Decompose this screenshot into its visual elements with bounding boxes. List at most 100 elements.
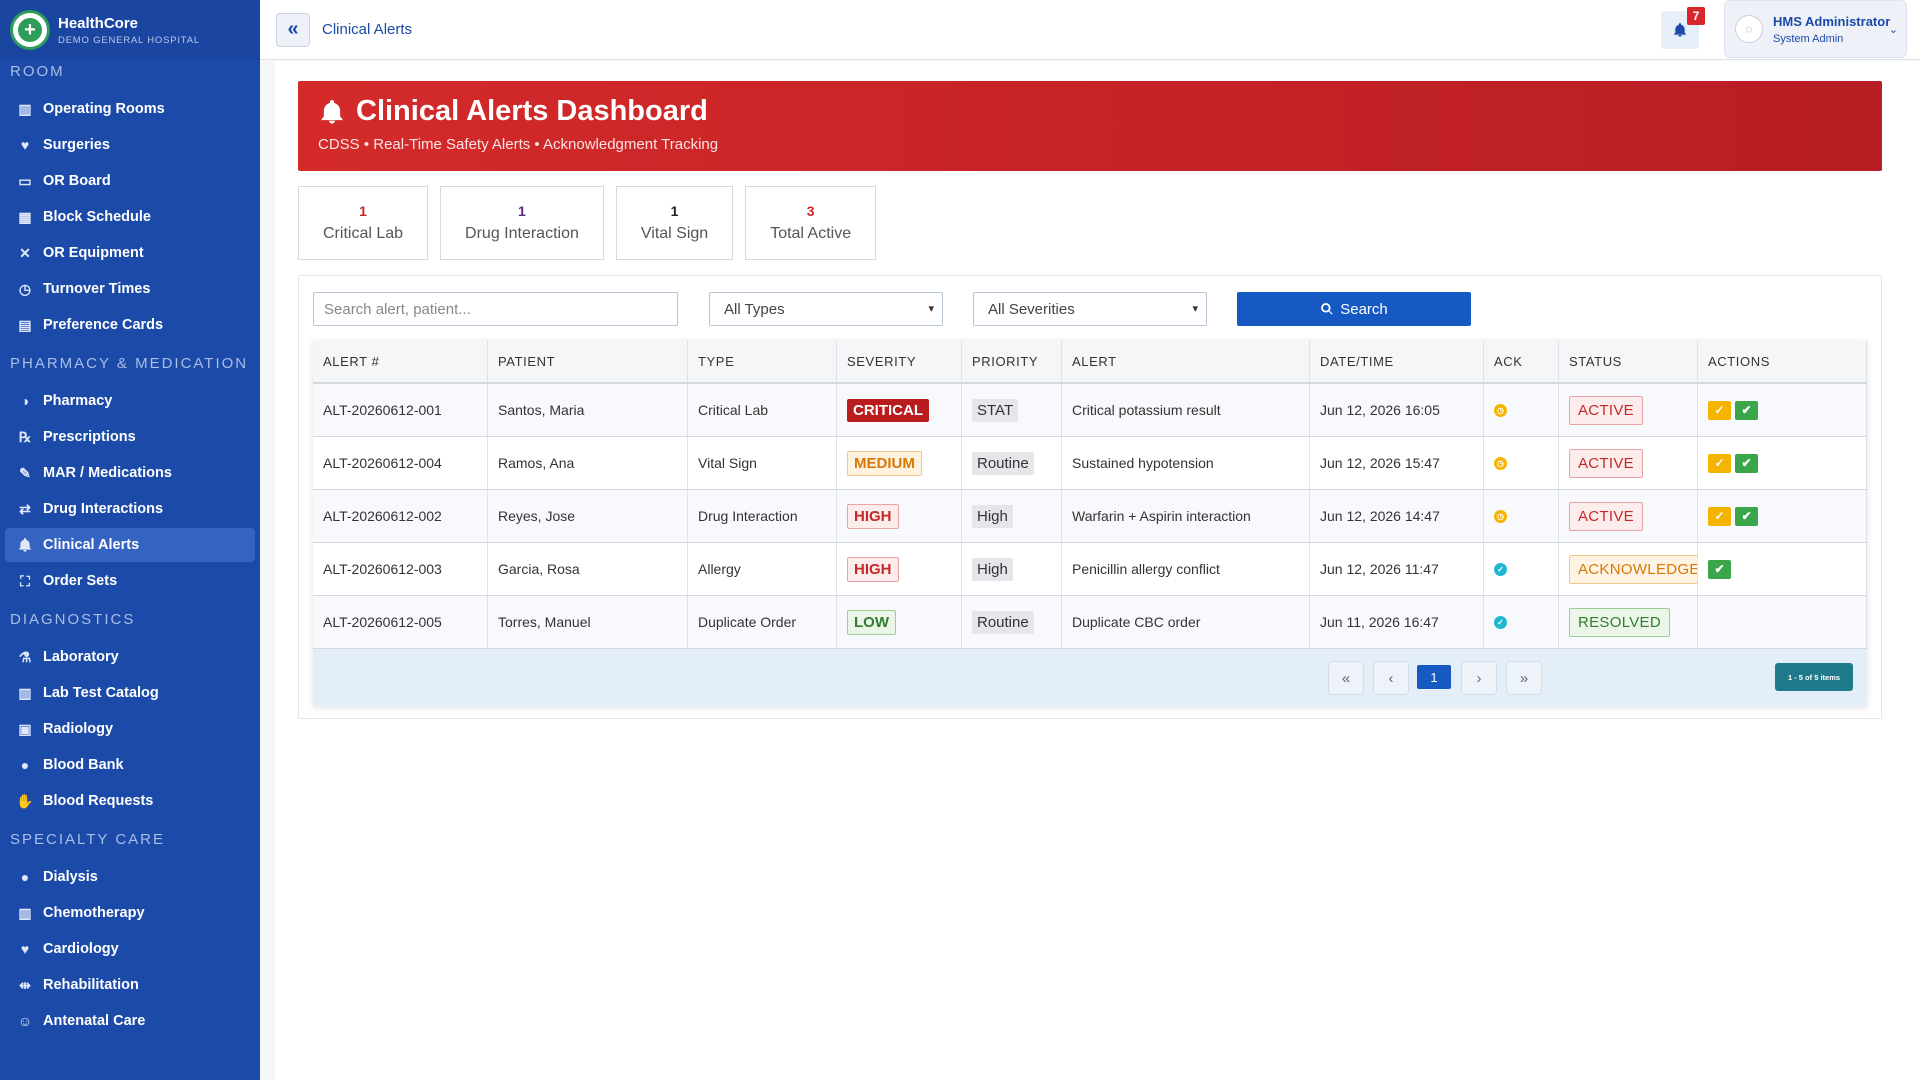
sidebar-item-laboratory[interactable]: ⚗ Laboratory [5, 640, 255, 674]
search-icon [1321, 303, 1333, 315]
actions-cell: ✓ ✔ [1698, 384, 1867, 436]
stat-value: 1 [518, 203, 526, 219]
double-chevron-right-icon: » [1519, 669, 1529, 687]
last-page-button[interactable]: » [1506, 661, 1542, 695]
table-row[interactable]: ALT-20260612-005 Torres, Manuel Duplicate … [313, 596, 1867, 649]
column-header[interactable]: SEVERITY [837, 340, 962, 382]
prev-page-button[interactable]: ‹ [1373, 661, 1409, 695]
check-icon: ✓ [1714, 403, 1725, 417]
sidebar-item-surgeries[interactable]: ♥ Surgeries [5, 128, 255, 162]
table-row[interactable]: ALT-20260612-002 Reyes, Jose Drug Interact… [313, 490, 1867, 543]
sidebar-item-drug-interactions[interactable]: ⇄ Drug Interactions [5, 492, 255, 526]
notification-count-badge: 7 [1687, 7, 1705, 25]
sidebar-item-label: Radiology [43, 721, 114, 737]
stat-card-drug-interaction[interactable]: 1 Drug Interaction [440, 186, 604, 260]
sidebar-item-pharmacy[interactable]: ◑ Pharmacy [5, 384, 255, 418]
sidebar-item-antenatal-care[interactable]: ☺ Antenatal Care [5, 1004, 255, 1038]
first-page-button[interactable]: « [1328, 661, 1364, 695]
column-header[interactable]: PATIENT [488, 340, 688, 382]
priority-cell: Routine [962, 596, 1062, 648]
sidebar-item-cardiology[interactable]: ♥ Cardiology [5, 932, 255, 966]
stat-cards: 1 Critical Lab 1 Drug Interaction 1 Vital Sig… [298, 186, 877, 261]
type-cell: Drug Interaction [688, 490, 837, 542]
user-menu[interactable]: ◌ HMS Administrator System Admin ⌄ [1724, 0, 1907, 58]
sidebar-item-blood-bank[interactable]: ● Blood Bank [5, 748, 255, 782]
table-row[interactable]: ALT-20260612-004 Ramos, Ana Vital Sign MEDI… [313, 437, 1867, 490]
resolve-button[interactable]: ✔ [1708, 559, 1731, 579]
column-header[interactable]: ACK [1484, 340, 1559, 382]
brand-name: HealthCore [58, 14, 139, 32]
acknowledge-button[interactable]: ✓ [1708, 400, 1731, 420]
status-cell: ACKNOWLEDGED [1559, 543, 1698, 595]
actions-cell: ✔ [1698, 543, 1867, 595]
sidebar-item-prescriptions[interactable]: ℞ Prescriptions [5, 420, 255, 454]
status-badge: ACTIVE [1569, 501, 1643, 531]
stat-card-total-active[interactable]: 3 Total Active [745, 186, 877, 260]
severity-cell: HIGH [837, 490, 962, 542]
stat-card-critical-lab[interactable]: 1 Critical Lab [298, 186, 429, 260]
column-header[interactable]: ALERT [1062, 340, 1310, 382]
sidebar-item-block-schedule[interactable]: ▦ Block Schedule [5, 200, 255, 234]
search-button[interactable]: Search [1237, 292, 1471, 326]
datetime-cell: Jun 12, 2026 14:47 [1310, 490, 1484, 542]
sidebar-item-order-sets[interactable]: ⛶ Order Sets [5, 564, 255, 598]
priority-badge: High [972, 504, 1013, 528]
acknowledge-button[interactable]: ✓ [1708, 453, 1731, 473]
resolve-button[interactable]: ✔ [1735, 453, 1758, 473]
severity-badge: CRITICAL [847, 398, 929, 422]
sidebar-item-or-equipment[interactable]: ✕ OR Equipment [5, 236, 255, 270]
column-header[interactable]: ALERT # [313, 340, 488, 382]
column-header[interactable]: DATE/TIME [1310, 340, 1484, 382]
brand-subtitle: DEMO GENERAL HOSPITAL [58, 34, 200, 46]
sidebar-item-label: Prescriptions [43, 429, 136, 445]
sidebar-item-mar-medications[interactable]: ✎ MAR / Medications [5, 456, 255, 490]
sidebar-item-rehabilitation[interactable]: ⇹ Rehabilitation [5, 968, 255, 1002]
patient-cell: Santos, Maria [488, 384, 688, 436]
sidebar-item-clinical-alerts[interactable]: Clinical Alerts [5, 528, 255, 562]
table-row[interactable]: ALT-20260612-001 Santos, Maria Critical La… [313, 384, 1867, 437]
sidebar-item-label: Lab Test Catalog [43, 685, 159, 701]
check-double-icon: ✔ [1741, 509, 1752, 523]
brand[interactable]: + HealthCore DEMO GENERAL HOSPITAL [0, 0, 260, 60]
sidebar-item-turnover-times[interactable]: ◷ Turnover Times [5, 272, 255, 306]
resolve-button[interactable]: ✔ [1735, 506, 1758, 526]
pagination-info: 1 - 5 of 5 items [1775, 663, 1853, 691]
clock-icon: ◷ [1494, 509, 1507, 523]
table-row[interactable]: ALT-20260612-003 Garcia, Rosa Allergy HIGH H… [313, 543, 1867, 596]
resolve-button[interactable]: ✔ [1735, 400, 1758, 420]
column-header[interactable]: STATUS [1559, 340, 1698, 382]
person-icon: ☺ [17, 1013, 33, 1029]
severity-filter-select[interactable]: All Severities ▾ [973, 292, 1207, 326]
sidebar-item-blood-requests[interactable]: ✋ Blood Requests [5, 784, 255, 818]
column-header[interactable]: ACTIONS [1698, 340, 1867, 382]
sidebar-item-label: Blood Bank [43, 757, 124, 773]
breadcrumb[interactable]: Clinical Alerts [322, 21, 413, 38]
sidebar-item-lab-test-catalog[interactable]: ▥ Lab Test Catalog [5, 676, 255, 710]
stat-card-vital-sign[interactable]: 1 Vital Sign [615, 186, 734, 260]
alert-cell: Sustained hypotension [1062, 437, 1310, 489]
column-header[interactable]: TYPE [688, 340, 837, 382]
next-page-button[interactable]: › [1461, 661, 1497, 695]
sidebar-item-chemotherapy[interactable]: ▥ Chemotherapy [5, 896, 255, 930]
page-1-button[interactable]: 1 [1417, 665, 1451, 689]
column-header[interactable]: PRIORITY [962, 340, 1062, 382]
sidebar-item-preference-cards[interactable]: ▤ Preference Cards [5, 308, 255, 342]
type-filter-select[interactable]: All Types ▾ [709, 292, 943, 326]
ack-cell: ✓ [1484, 543, 1559, 595]
acknowledge-button[interactable]: ✓ [1708, 506, 1731, 526]
collapse-sidebar-button[interactable]: « [276, 12, 310, 47]
xray-icon: ▣ [18, 720, 32, 737]
sidebar-item-or-board[interactable]: ▭ OR Board [5, 164, 255, 198]
sitemap-icon: ⛶ [20, 572, 30, 589]
notifications-button[interactable]: 7 [1661, 7, 1705, 49]
sidebar-item-dialysis[interactable]: ● Dialysis [5, 860, 255, 894]
check-circle-icon: ✓ [1494, 615, 1507, 629]
search-input[interactable] [313, 292, 678, 326]
dumbbell-icon: ⇹ [19, 976, 31, 993]
sidebar-item-operating-rooms[interactable]: ▥ Operating Rooms [5, 92, 255, 126]
actions-cell [1698, 596, 1867, 648]
user-role: System Admin [1773, 32, 1844, 45]
nav-section-title: SPECIALTY CARE [10, 830, 165, 848]
check-icon: ✓ [1714, 509, 1725, 523]
sidebar-item-radiology[interactable]: ▣ Radiology [5, 712, 255, 746]
